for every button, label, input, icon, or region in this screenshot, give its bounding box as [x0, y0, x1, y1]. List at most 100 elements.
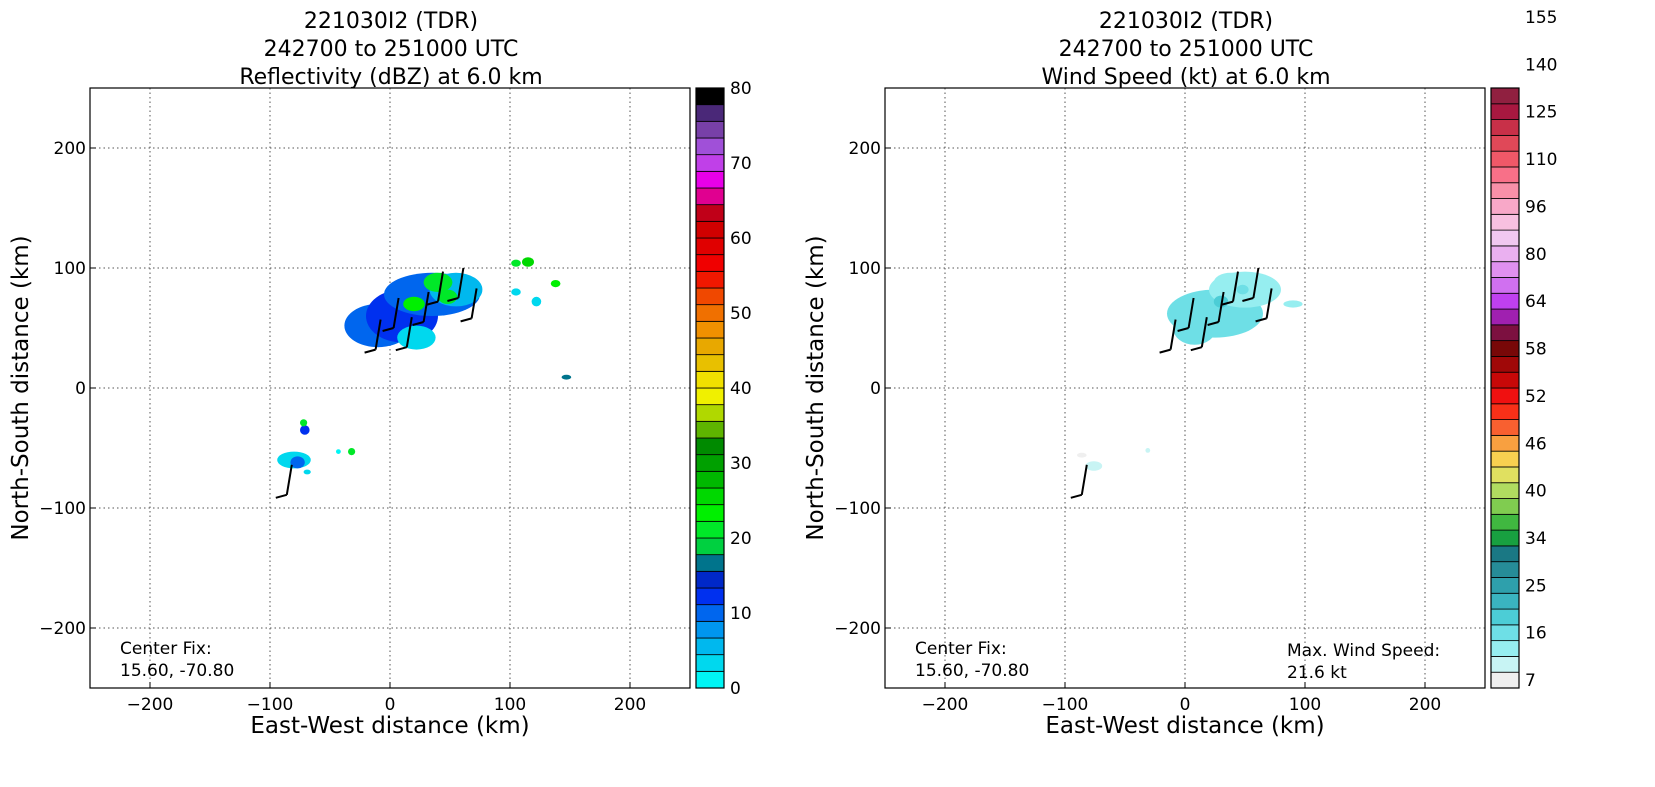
- reflectivity-echo-cell: [348, 448, 356, 456]
- reflectivity-grid: [90, 88, 690, 688]
- reflectivity-colorbar-segment: [695, 654, 725, 672]
- reflectivity-colorbar-segment: [695, 204, 725, 222]
- reflectivity-colorbar-segment: [695, 120, 725, 139]
- reflectivity-colorbar-segment: [695, 604, 725, 622]
- wind-colorbar-segment: [1490, 308, 1520, 326]
- barb-staff: [1169, 319, 1177, 350]
- barb-staff: [1217, 291, 1225, 323]
- reflectivity-y-ticks: −200 −100 0 100 200: [39, 139, 96, 639]
- reflectivity-y-tick-label: −200: [39, 619, 86, 639]
- barb-flag: [364, 348, 376, 354]
- reflectivity-wind-barb: [395, 317, 413, 352]
- reflectivity-colorbar-segment: [695, 637, 725, 656]
- reflectivity-y-tick-label: 0: [75, 379, 86, 399]
- reflectivity-x-tick-label: 200: [614, 695, 646, 715]
- reflectivity-colorbar-frame: [695, 87, 725, 689]
- wind-colorbar-tick-label: 155: [1525, 8, 1557, 28]
- wind-colorbar-tick-label: 140: [1525, 55, 1557, 75]
- wind-y-ticks: −200 −100 0 100 200: [834, 139, 891, 639]
- wind-colorbar-segment: [1490, 387, 1520, 405]
- barb-flag: [395, 346, 408, 352]
- reflectivity-echo-cell: [397, 325, 436, 350]
- reflectivity-wind-barb: [364, 319, 382, 354]
- reflectivity-colorbar-segment: [695, 554, 725, 572]
- wind-x-tick-label: −200: [922, 695, 969, 715]
- reflectivity-colorbar-tick-label: 60: [730, 229, 752, 249]
- wind-wind-barbs: [1070, 267, 1273, 499]
- wind-y-tick-label: 0: [870, 379, 881, 399]
- wind-colorbar-segment: [1490, 261, 1520, 278]
- barb-flag: [1070, 493, 1083, 499]
- barb-staff: [422, 291, 430, 323]
- reflectivity-panel: 221030I2 (TDR) 242700 to 251000 UTC Refl…: [8, 9, 752, 739]
- wind-colorbar-segment: [1490, 403, 1520, 420]
- reflectivity-wind-barb: [382, 297, 400, 332]
- barb-flag: [1242, 297, 1254, 302]
- wind-colorbar-segment: [1490, 324, 1520, 342]
- wind-wind-barb: [1190, 317, 1208, 352]
- wind-grid: [885, 88, 1485, 688]
- reflectivity-echo-cell: [511, 288, 521, 296]
- max-wind-speed-label: Max. Wind Speed:: [1287, 641, 1440, 661]
- reflectivity-colorbar-segment: [695, 154, 725, 172]
- barb-staff: [1080, 464, 1088, 495]
- barb-staff: [1232, 271, 1239, 302]
- barb-flag: [1207, 321, 1219, 326]
- barb-flag: [426, 300, 439, 306]
- wind-echo-cell: [1283, 300, 1303, 308]
- wind-colorbar-segment: [1490, 371, 1520, 389]
- reflectivity-colorbar-segment: [695, 254, 725, 272]
- wind-y-tick-label: −100: [834, 499, 881, 519]
- wind-colorbar-segment: [1490, 292, 1520, 310]
- reflectivity-echo-cell: [423, 272, 453, 292]
- wind-colorbar-frame: [1490, 87, 1520, 689]
- wind-colorbar-segment: [1490, 434, 1520, 452]
- wind-wind-barb: [1221, 271, 1239, 306]
- reflectivity-colorbar-segment: [695, 320, 725, 339]
- wind-y-tick-label: −200: [834, 619, 881, 639]
- reflectivity-colorbar-segment: [695, 354, 725, 372]
- reflectivity-echo-cell: [531, 296, 542, 307]
- wind-wind-barb: [1255, 288, 1273, 323]
- wind-echoes: [1077, 271, 1303, 471]
- barb-staff: [1187, 297, 1195, 329]
- reflectivity-echo-cell: [336, 449, 341, 454]
- reflectivity-colorbar: 0 10 20 30 40 50 60 70 80: [695, 79, 752, 699]
- wind-y-tick-label: 100: [849, 259, 881, 279]
- reflectivity-echo-cell: [303, 469, 311, 475]
- wind-colorbar-segment: [1490, 466, 1520, 484]
- wind-colorbar-tick-label: 46: [1525, 434, 1547, 454]
- barb-staff: [1252, 267, 1260, 299]
- wind-colorbar-tick-label: 110: [1525, 150, 1557, 170]
- wind-colorbar-segment: [1490, 671, 1520, 689]
- reflectivity-colorbar-segment: [695, 337, 725, 356]
- reflectivity-y-tick-label: 100: [54, 259, 86, 279]
- wind-echo-cell: [1173, 311, 1217, 345]
- reflectivity-colorbar-segment: [695, 537, 725, 556]
- wind-colorbar-tick-label: 96: [1525, 197, 1547, 217]
- reflectivity-echo-cell: [300, 425, 310, 435]
- barb-staff: [392, 297, 400, 329]
- wind-colorbar-tick-label: 52: [1525, 387, 1547, 407]
- barb-staff: [1265, 288, 1273, 319]
- wind-colorbar-segment: [1490, 640, 1520, 657]
- reflectivity-x-tick-label: 0: [385, 695, 396, 715]
- wind-colorbar-segment: [1490, 182, 1520, 199]
- reflectivity-echo-cell: [403, 296, 425, 312]
- wind-colorbar-segment: [1490, 592, 1520, 610]
- wind-echo-cell: [1145, 448, 1151, 453]
- reflectivity-wind-barb: [275, 464, 293, 499]
- reflectivity-x-tick-label: −200: [127, 695, 174, 715]
- wind-colorbar-tick-label: 25: [1525, 576, 1547, 596]
- wind-colorbar-tick-label: 16: [1525, 624, 1547, 644]
- wind-speed-panel: 221030I2 (TDR) 242700 to 251000 UTC Wind…: [803, 8, 1557, 739]
- wind-colorbar-segment: [1490, 87, 1520, 105]
- barb-flag: [275, 493, 288, 499]
- wind-colorbar-tick-label: 64: [1525, 292, 1547, 312]
- wind-title-line-2: 242700 to 251000 UTC: [1059, 37, 1314, 62]
- reflectivity-echo-cell: [438, 289, 458, 304]
- reflectivity-echo-cell: [290, 456, 305, 469]
- reflectivity-colorbar-segment: [695, 304, 725, 322]
- reflectivity-wind-barbs: [275, 267, 478, 499]
- barb-flag: [1190, 346, 1203, 352]
